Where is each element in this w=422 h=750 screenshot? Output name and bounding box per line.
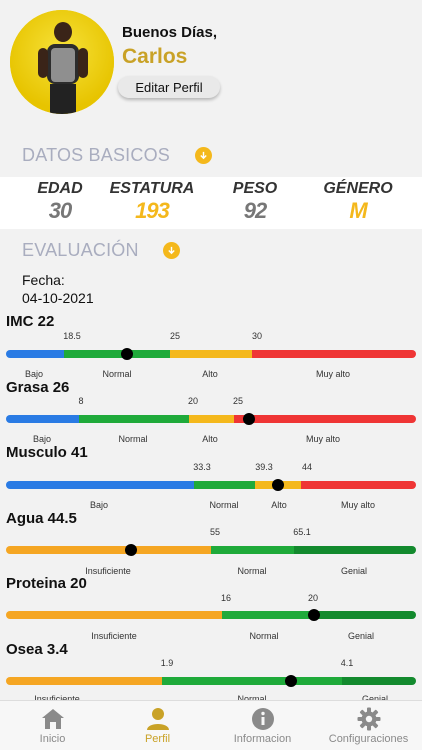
age-value: 30 (48, 198, 72, 223)
metric-title-imc: IMC 22 (6, 313, 55, 330)
tick-label: 20 (187, 396, 199, 406)
profile-header: Buenos Días, Carlos Editar Perfil (0, 0, 422, 130)
zone-label: Muy alto (315, 369, 351, 379)
tick-label: 30 (251, 331, 263, 341)
user-photo (38, 22, 88, 114)
date-value: 04-10-2021 (22, 290, 94, 306)
metric-title-fat: Grasa 26 (6, 379, 70, 396)
zone-label: Alto (202, 434, 218, 444)
zone-label: Normal (118, 434, 148, 444)
bottom-tab-bar: Inicio Perfil Informacion Configuracione… (0, 700, 422, 750)
avatar[interactable] (10, 10, 114, 114)
zone-label: Normal (237, 694, 267, 704)
gear-icon (315, 705, 422, 733)
tab-label: Inicio (39, 733, 66, 745)
basic-data-panel: EDAD 30 ESTATURA 193 PESO 92 GÉNERO M (0, 177, 422, 229)
tick-label: 33.3 (193, 462, 211, 472)
metric-title-water: Agua 44.5 (6, 510, 77, 527)
imc-marker (121, 348, 133, 360)
zone-label: Insuficiente (91, 631, 137, 641)
height-label: ESTATURA (109, 180, 195, 197)
evaluation-section-title: EVALUACIÓN (22, 240, 139, 260)
tab-inicio[interactable]: Inicio (0, 705, 105, 745)
imc-range-bar (6, 350, 416, 358)
zone-label: Muy alto (305, 434, 341, 444)
zone-label: Genial (347, 631, 375, 641)
tick-label: 65.1 (293, 527, 311, 537)
basics-section-title: DATOS BASICOS (22, 145, 170, 165)
tick-label: 8 (78, 396, 84, 406)
water-range-bar (6, 546, 416, 554)
tick-label: 4.1 (340, 658, 354, 668)
height-value: 193 (135, 198, 170, 223)
tab-perfil[interactable]: Perfil (105, 705, 210, 745)
gender-label: GÉNERO (323, 180, 393, 197)
tab-label: Informacion (233, 733, 292, 745)
gender-value: M (349, 198, 367, 223)
person-icon (105, 705, 210, 733)
muscle-marker (272, 479, 284, 491)
muscle-range-bar (6, 481, 416, 489)
tick-label: 39.3 (255, 462, 273, 472)
zone-label: Normal (209, 500, 239, 510)
bone-marker (285, 675, 297, 687)
zone-label: Alto (202, 369, 218, 379)
zone-label: Normal (237, 566, 267, 576)
greeting-text: Buenos Días, (122, 24, 218, 41)
zone-label: Muy alto (340, 500, 376, 510)
height-item: ESTATURA 193 (104, 180, 200, 224)
tab-label: Perfil (144, 733, 171, 745)
user-name: Carlos (122, 45, 188, 68)
zone-label: Genial (340, 566, 368, 576)
zone-label: Bajo (89, 500, 109, 510)
edit-profile-button[interactable]: Editar Perfil (118, 76, 220, 98)
fat-range-bar (6, 415, 416, 423)
metric-title-bone: Osea 3.4 (6, 641, 68, 658)
zone-label: Normal (102, 369, 132, 379)
metric-title-protein: Proteina 20 (6, 575, 87, 592)
info-icon (210, 705, 315, 733)
zone-label: Alto (271, 500, 287, 510)
tick-label: 25 (232, 396, 244, 406)
tick-label: 1.9 (160, 658, 174, 668)
zone-label: Bajo (32, 434, 52, 444)
tick-label: 55 (209, 527, 221, 537)
weight-value: 92 (243, 198, 267, 223)
protein-marker (308, 609, 320, 621)
zone-label: Insuficiente (85, 566, 131, 576)
fat-marker (243, 413, 255, 425)
tick-label: 20 (307, 593, 319, 603)
weight-item: PESO 92 (215, 180, 295, 224)
zone-label: Bajo (24, 369, 44, 379)
tab-informacion[interactable]: Informacion (210, 705, 315, 745)
home-icon (0, 705, 105, 733)
zone-label: Insuficiente (34, 694, 80, 704)
protein-range-bar (6, 611, 416, 619)
water-marker (125, 544, 137, 556)
chevron-down-icon[interactable] (163, 242, 180, 259)
date-label: Fecha: (22, 272, 65, 288)
tick-label: 44 (301, 462, 313, 472)
bone-range-bar (6, 677, 416, 685)
metric-title-muscle: Musculo 41 (6, 444, 88, 461)
zone-label: Genial (361, 694, 389, 704)
evaluation-date: Fecha: 04-10-2021 (22, 271, 94, 307)
age-item: EDAD 30 (20, 180, 100, 224)
tab-label: Configuraciones (328, 733, 409, 745)
tick-label: 25 (169, 331, 181, 341)
zone-label: Normal (249, 631, 279, 641)
age-label: EDAD (37, 180, 83, 197)
chevron-down-icon[interactable] (195, 147, 212, 164)
weight-label: PESO (232, 180, 278, 197)
gender-item: GÉNERO M (313, 180, 403, 224)
tick-label: 18.5 (63, 331, 81, 341)
tab-configuraciones[interactable]: Configuraciones (315, 705, 422, 745)
tick-label: 16 (220, 593, 232, 603)
